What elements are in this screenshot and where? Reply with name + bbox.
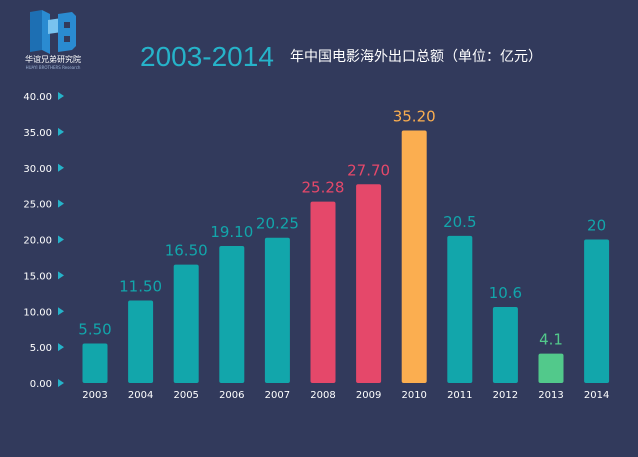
bars xyxy=(82,130,610,383)
x-tick-label: 2012 xyxy=(493,390,518,401)
data-label: 20.25 xyxy=(256,215,299,233)
data-label: 25.28 xyxy=(302,179,345,197)
bar xyxy=(173,264,199,383)
x-tick-label: 2005 xyxy=(173,390,198,401)
x-tick-label: 2014 xyxy=(584,390,609,401)
logo-text: 华谊兄弟研究院 xyxy=(25,54,81,64)
data-label: 35.20 xyxy=(393,107,436,125)
chart-title-text: 年中国电影海外出口总额（单位：亿元） xyxy=(290,49,542,65)
x-tick-label: 2006 xyxy=(219,390,244,401)
data-label: 11.50 xyxy=(119,277,162,295)
y-tick-label: 0.00 xyxy=(30,379,52,390)
y-tick-arrow xyxy=(58,92,64,100)
bar xyxy=(584,239,610,383)
y-tick-arrow xyxy=(58,307,64,316)
y-tick-label: 20.00 xyxy=(23,236,52,247)
data-label: 27.70 xyxy=(347,161,390,179)
x-tick-label: 2011 xyxy=(447,390,472,401)
data-label: 4.1 xyxy=(539,331,563,349)
x-axis: 2003 2004 2005 2006 2007 2008 2009 2010 2011 2012… xyxy=(82,390,609,401)
y-tick-label: 30.00 xyxy=(23,164,52,175)
bar xyxy=(492,306,518,383)
data-label: 16.50 xyxy=(165,242,208,260)
y-tick-arrow xyxy=(58,127,64,136)
x-tick-label: 2003 xyxy=(82,390,107,401)
y-tick-label: 10.00 xyxy=(23,307,52,318)
logo-subtext: HUAYI BROTHERS Research xyxy=(26,65,81,70)
x-tick-label: 2007 xyxy=(265,390,290,401)
bar xyxy=(128,300,154,383)
y-tick-label: 5.00 xyxy=(30,343,52,354)
bar xyxy=(538,353,564,383)
x-tick-label: 2009 xyxy=(356,390,381,401)
huayi-logo-icon: 华谊兄弟研究院 HUAYI BROTHERS Research xyxy=(25,10,81,70)
chart-title-years: 2003-2014 xyxy=(140,41,274,72)
y-tick-label: 35.00 xyxy=(23,128,52,139)
bar xyxy=(356,184,382,383)
bar xyxy=(264,237,290,383)
data-label: 19.10 xyxy=(210,223,253,241)
y-tick-arrow xyxy=(58,199,64,208)
y-tick-label: 40.00 xyxy=(23,92,52,103)
y-tick-arrow xyxy=(58,343,64,352)
y-axis: 0.00 5.00 10.00 15.00 20.00 25.00 30.00 35.00 40… xyxy=(23,92,64,390)
bar xyxy=(310,201,336,383)
bar xyxy=(447,235,473,383)
y-tick-label: 15.00 xyxy=(23,271,52,282)
y-tick-arrow xyxy=(58,379,64,387)
x-tick-label: 2013 xyxy=(538,390,563,401)
data-label: 10.6 xyxy=(489,284,522,302)
y-tick-label: 25.00 xyxy=(23,200,52,211)
data-label: 20 xyxy=(587,217,606,235)
x-tick-label: 2010 xyxy=(401,390,426,401)
y-tick-arrow xyxy=(58,163,64,172)
bar xyxy=(401,130,427,383)
bar xyxy=(219,245,245,383)
data-label: 20.5 xyxy=(443,213,476,231)
x-tick-label: 2004 xyxy=(128,390,153,401)
bar xyxy=(82,343,108,383)
x-tick-label: 2008 xyxy=(310,390,335,401)
y-tick-arrow xyxy=(58,271,64,280)
y-tick-arrow xyxy=(58,235,64,244)
data-label: 5.50 xyxy=(78,321,111,339)
